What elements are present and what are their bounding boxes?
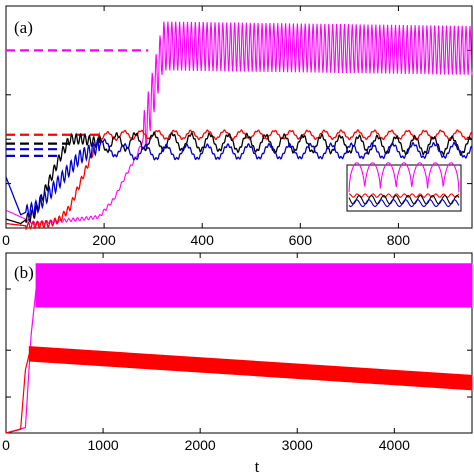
panel-b-label: (b) — [14, 263, 34, 282]
series-line — [5, 138, 473, 220]
panel-a-series — [5, 21, 473, 231]
inset-series-line — [348, 162, 460, 193]
x-tick-label: 2000 — [185, 437, 216, 453]
series-line-rise — [5, 353, 30, 434]
x-tick-label: 600 — [289, 232, 313, 248]
panel-b-x-axis-label: t — [255, 457, 260, 474]
panel-a: (a) 0 200 400 600 800 — [2, 5, 473, 248]
inset-series-line — [348, 195, 460, 205]
series-line — [6, 129, 473, 231]
panel-b-series — [5, 263, 473, 434]
panel-a-dashed-levels — [6, 49, 149, 157]
inset-frame — [346, 164, 462, 212]
x-tick-label: 0 — [2, 232, 10, 248]
series-line — [5, 131, 473, 225]
panel-b: (b) 0 1000 2000 3000 4000 t — [2, 252, 473, 474]
panel-b-x-ticks: 0 1000 2000 3000 4000 — [2, 253, 410, 453]
x-tick-label: 800 — [387, 232, 411, 248]
panel-a-frame — [5, 5, 473, 229]
x-tick-label: 200 — [92, 232, 116, 248]
panel-b-frame — [5, 252, 473, 434]
x-tick-label: 4000 — [379, 437, 410, 453]
series-line — [5, 21, 473, 226]
x-tick-label: 1000 — [88, 437, 119, 453]
x-tick-label: 0 — [2, 437, 10, 453]
inset-series-line — [349, 193, 460, 198]
panel-a-x-ticks: 0 200 400 600 800 — [2, 6, 410, 248]
series-band — [28, 346, 473, 391]
x-tick-label: 400 — [191, 232, 215, 248]
series-band — [35, 263, 473, 308]
inset-series-line — [348, 199, 460, 208]
panel-a-label: (a) — [14, 18, 33, 37]
x-tick-label: 3000 — [282, 437, 313, 453]
panel-a-inset — [346, 162, 462, 212]
